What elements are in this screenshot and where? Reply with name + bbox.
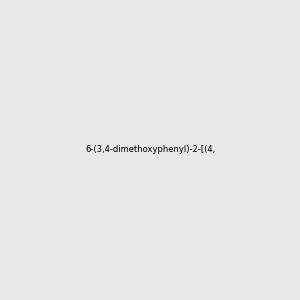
Text: 6-(3,4-dimethoxyphenyl)-2-[(4,: 6-(3,4-dimethoxyphenyl)-2-[(4, — [85, 146, 215, 154]
